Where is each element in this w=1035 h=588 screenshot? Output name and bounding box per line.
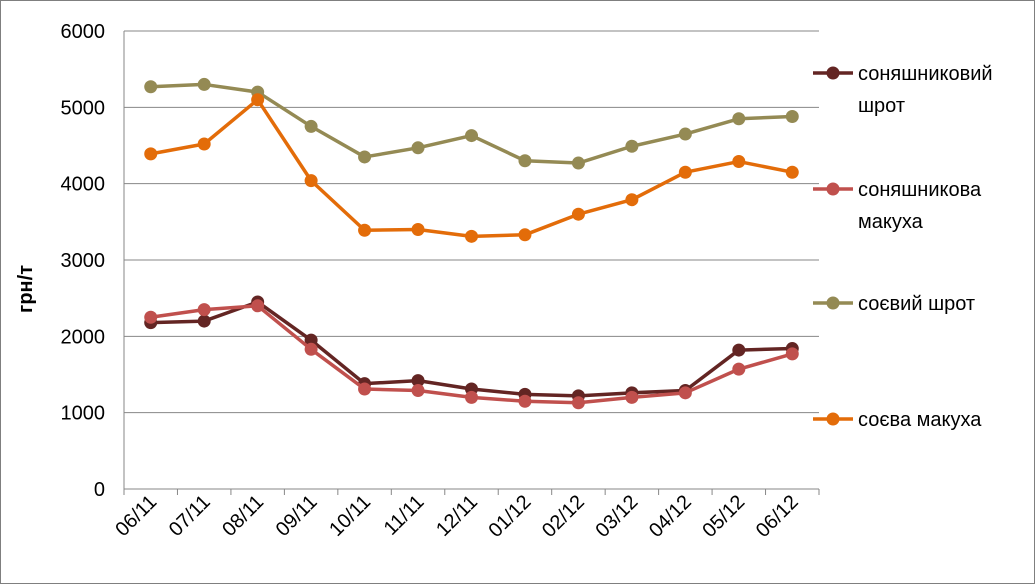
data-point bbox=[358, 150, 372, 164]
data-point bbox=[304, 333, 318, 347]
data-point bbox=[625, 139, 639, 153]
legend-swatch-marker bbox=[826, 66, 840, 80]
legend-label: соєвий шрот bbox=[858, 293, 975, 315]
data-point bbox=[518, 154, 532, 168]
x-tick-label: 03/12 bbox=[591, 491, 642, 542]
data-point bbox=[678, 165, 692, 179]
axes bbox=[123, 31, 820, 495]
data-point bbox=[571, 156, 585, 170]
y-tick-label: 3000 bbox=[61, 250, 106, 272]
x-tick-label: 07/11 bbox=[165, 491, 215, 541]
data-point bbox=[625, 390, 639, 404]
x-tick-label: 11/11 bbox=[380, 491, 429, 540]
y-tick-label: 0 bbox=[94, 479, 105, 501]
series bbox=[144, 77, 799, 410]
y-tick-label: 5000 bbox=[61, 97, 106, 119]
data-point bbox=[304, 342, 318, 356]
x-tick-label: 02/12 bbox=[538, 491, 589, 542]
x-tick-label: 05/12 bbox=[698, 491, 749, 542]
series-line bbox=[150, 82, 793, 165]
x-tick-label: 12/11 bbox=[432, 491, 482, 541]
data-point bbox=[465, 129, 478, 143]
x-tick-label: 06/12 bbox=[752, 491, 803, 542]
data-point bbox=[358, 223, 372, 237]
data-point bbox=[411, 222, 425, 236]
data-point bbox=[144, 310, 158, 324]
data-point bbox=[678, 127, 692, 141]
data-point bbox=[518, 394, 532, 408]
data-point bbox=[197, 77, 211, 91]
data-point bbox=[785, 347, 799, 361]
legend: соняшниковий шрот соняшникова макуха соєвий … bbox=[813, 63, 993, 431]
x-tick-label: 10/11 bbox=[325, 491, 375, 541]
x-tick-label: 04/12 bbox=[645, 491, 696, 542]
data-point bbox=[465, 229, 478, 243]
data-point bbox=[358, 382, 372, 396]
data-point bbox=[518, 228, 532, 242]
legend-label: шрот bbox=[858, 95, 905, 117]
legend-swatch-marker bbox=[826, 412, 840, 426]
y-axis-title: грн/т bbox=[15, 265, 37, 313]
data-point bbox=[144, 147, 158, 161]
data-point bbox=[785, 165, 799, 179]
x-tick-label: 06/11 bbox=[111, 491, 161, 541]
x-tick-labels: 06/11 07/11 08/11 09/11 10/11 11/11 12/11 01/12… bbox=[111, 491, 802, 542]
series-line bbox=[150, 97, 793, 239]
gridlines bbox=[124, 30, 819, 414]
data-point bbox=[625, 193, 639, 207]
data-point bbox=[571, 207, 585, 221]
data-point bbox=[197, 314, 211, 328]
data-point bbox=[197, 303, 211, 317]
x-tick-label: 08/11 bbox=[218, 491, 268, 541]
data-point bbox=[304, 174, 318, 188]
data-point bbox=[197, 137, 211, 151]
x-tick-label: 09/11 bbox=[272, 491, 322, 541]
legend-swatch-marker bbox=[826, 182, 840, 196]
data-point bbox=[465, 390, 478, 404]
data-point bbox=[732, 155, 746, 169]
legend-label: макуха bbox=[858, 211, 924, 233]
data-point bbox=[304, 119, 318, 133]
data-point bbox=[144, 80, 158, 94]
series-line bbox=[150, 300, 793, 398]
y-tick-label: 1000 bbox=[61, 403, 106, 425]
data-point bbox=[411, 141, 425, 155]
x-tick-label: 01/12 bbox=[485, 491, 536, 542]
data-point bbox=[411, 384, 425, 398]
data-point bbox=[411, 374, 425, 388]
data-point bbox=[251, 299, 265, 313]
data-point bbox=[785, 109, 799, 123]
legend-label: соняшниковий bbox=[858, 63, 993, 85]
data-point bbox=[571, 396, 585, 410]
y-tick-labels: 0 1000 2000 3000 4000 5000 6000 bbox=[61, 21, 106, 501]
legend-swatch-marker bbox=[826, 296, 840, 310]
legend-label: соняшникова bbox=[858, 179, 982, 201]
data-point bbox=[732, 343, 746, 357]
data-point bbox=[678, 386, 692, 400]
y-tick-label: 4000 bbox=[61, 174, 106, 196]
y-tick-label: 6000 bbox=[61, 21, 106, 43]
data-point bbox=[251, 93, 265, 107]
data-point bbox=[732, 362, 746, 376]
data-point bbox=[732, 112, 746, 126]
y-tick-label: 2000 bbox=[61, 326, 106, 348]
legend-label: соєва макуха bbox=[858, 409, 982, 431]
